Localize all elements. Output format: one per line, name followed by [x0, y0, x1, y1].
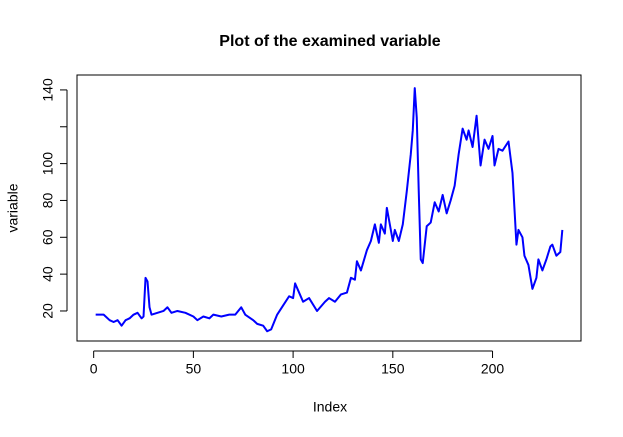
y-tick-label: 140: [40, 78, 56, 102]
y-tick-label: 60: [40, 229, 56, 245]
x-tick-label: 100: [281, 361, 305, 377]
x-tick-label: 150: [381, 361, 405, 377]
data-line: [95, 87, 564, 333]
y-tick-label: 20: [40, 303, 56, 319]
chart-title: Plot of the examined variable: [219, 33, 441, 50]
y-tick-label: 100: [40, 152, 56, 176]
x-axis-label: Index: [313, 399, 347, 415]
x-tick-label: 200: [481, 361, 505, 377]
plot-box: [76, 74, 582, 342]
y-tick-label: 40: [40, 266, 56, 282]
x-tick-label: 50: [186, 361, 202, 377]
y-tick-label: 80: [40, 192, 56, 208]
y-axis-label: variable: [5, 183, 21, 232]
x-tick-label: 0: [90, 361, 98, 377]
